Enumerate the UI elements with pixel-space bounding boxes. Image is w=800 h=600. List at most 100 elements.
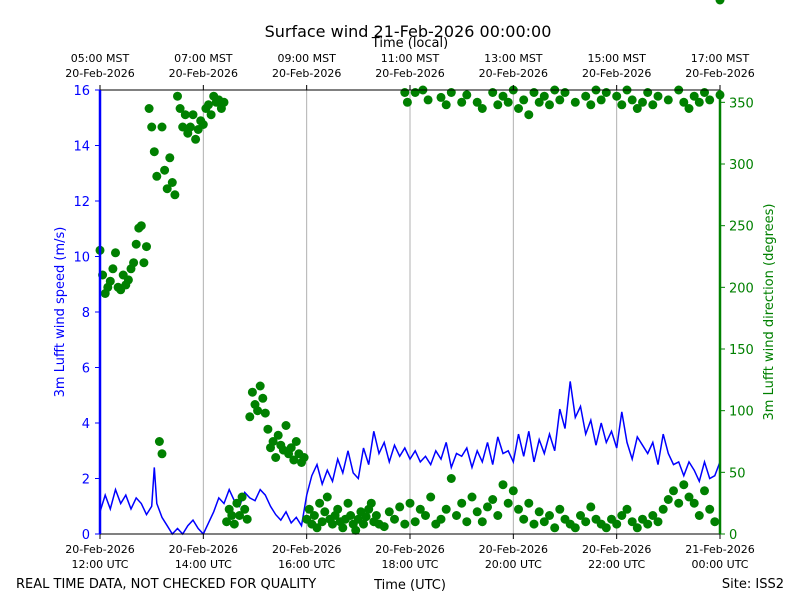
direction-point: [291, 437, 301, 446]
speed-series: [99, 381, 721, 536]
direction-point: [519, 514, 529, 524]
direction-point: [452, 511, 461, 520]
direction-point: [359, 519, 368, 529]
direction-point: [178, 122, 188, 132]
bottom-tick-date: 20-Feb-2026: [169, 543, 238, 556]
direction-point: [273, 430, 283, 440]
direction-point: [136, 221, 146, 231]
direction-point: [255, 381, 265, 391]
top-tick-date: 20-Feb-2026: [169, 67, 238, 80]
direction-point: [627, 517, 637, 527]
top-tick-date: 20-Feb-2026: [479, 67, 548, 80]
direction-point: [648, 100, 658, 110]
direction-point: [503, 498, 513, 508]
direction-series: [95, 0, 725, 535]
direction-point: [165, 153, 175, 163]
direction-point: [188, 110, 198, 120]
direction-point: [457, 97, 467, 107]
direction-point: [281, 421, 291, 430]
left-tick-label: 4: [82, 417, 90, 432]
direction-point: [700, 88, 709, 97]
direction-point: [684, 104, 694, 113]
direction-point: [142, 242, 151, 252]
top-tick-date: 20-Feb-2026: [582, 67, 651, 80]
direction-point: [570, 523, 580, 533]
direction-point: [493, 511, 503, 520]
direction-point: [289, 455, 299, 465]
top-tick-time: 17:00 MST: [691, 52, 750, 65]
top-tick-time: 15:00 MST: [587, 52, 646, 65]
direction-point: [586, 502, 596, 512]
direction-point: [222, 517, 232, 527]
direction-point: [545, 511, 554, 520]
direction-point: [123, 275, 133, 285]
bottom-tick-time: 18:00 UTC: [381, 558, 438, 571]
direction-point: [235, 511, 244, 520]
direction-point: [144, 104, 154, 113]
direction-point: [524, 110, 534, 120]
top-tick-time: 09:00 MST: [277, 52, 336, 65]
direction-point: [446, 88, 456, 97]
bottom-tick-date: 20-Feb-2026: [479, 543, 548, 556]
direction-point: [545, 100, 554, 110]
direction-point: [204, 100, 213, 110]
left-axis-label: 3m Lufft wind speed (m/s): [53, 227, 68, 398]
right-tick-label: 0: [729, 528, 737, 543]
bottom-tick-time: 22:00 UTC: [588, 558, 645, 571]
direction-point: [508, 486, 518, 496]
direction-point: [581, 517, 591, 527]
direction-point: [160, 165, 170, 175]
direction-point: [576, 511, 585, 520]
right-tick-label: 200: [729, 281, 754, 296]
direction-point: [612, 91, 622, 101]
direction-point: [477, 104, 487, 113]
direction-point: [108, 264, 118, 274]
top-tick-date: 20-Feb-2026: [272, 67, 341, 80]
left-tick-label: 14: [73, 140, 90, 155]
direction-point: [154, 437, 164, 446]
direction-point: [333, 504, 343, 514]
direction-point: [674, 498, 684, 508]
direction-point: [441, 504, 451, 514]
direction-point: [617, 100, 627, 110]
tick-labels: 20-Feb-2026 12:00 UTC 20-Feb-2026 14:00 UTC…: [65, 52, 754, 571]
direction-point: [524, 498, 534, 508]
direction-point: [309, 511, 319, 520]
footer-quality-note: REAL TIME DATA, NOT CHECKED FOR QUALITY: [16, 577, 316, 592]
top-tick-time: 11:00 MST: [381, 52, 440, 65]
direction-point: [162, 184, 172, 194]
direction-point: [346, 511, 356, 520]
direction-point: [227, 511, 237, 520]
direction-point: [539, 91, 549, 101]
right-tick-label: 300: [729, 158, 754, 173]
direction-point: [371, 511, 381, 520]
top-tick-date: 20-Feb-2026: [375, 67, 444, 80]
direction-point: [601, 88, 611, 97]
top-tick-date: 20-Feb-2026: [65, 67, 134, 80]
left-tick-label: 0: [82, 528, 90, 543]
direction-point: [237, 492, 247, 502]
direction-point: [198, 120, 208, 129]
right-tick-label: 250: [729, 220, 754, 235]
direction-point: [627, 95, 637, 105]
direction-point: [498, 480, 508, 490]
direction-point: [361, 512, 371, 522]
direction-point: [550, 523, 560, 533]
direction-point: [410, 88, 420, 97]
direction-point: [242, 514, 252, 524]
direction-point: [483, 502, 492, 512]
direction-point: [581, 91, 591, 101]
direction-point: [240, 504, 250, 514]
direction-point: [643, 88, 653, 97]
left-tick-label: 16: [73, 84, 90, 99]
direction-point: [519, 95, 529, 105]
direction-point: [632, 523, 642, 533]
right-tick-label: 150: [729, 343, 754, 358]
direction-point: [596, 95, 606, 105]
top-tick-time: 13:00 MST: [484, 52, 543, 65]
direction-point: [436, 92, 446, 102]
direction-point: [477, 517, 487, 527]
direction-point: [514, 504, 523, 514]
direction-point: [129, 258, 139, 268]
direction-point: [258, 393, 268, 403]
